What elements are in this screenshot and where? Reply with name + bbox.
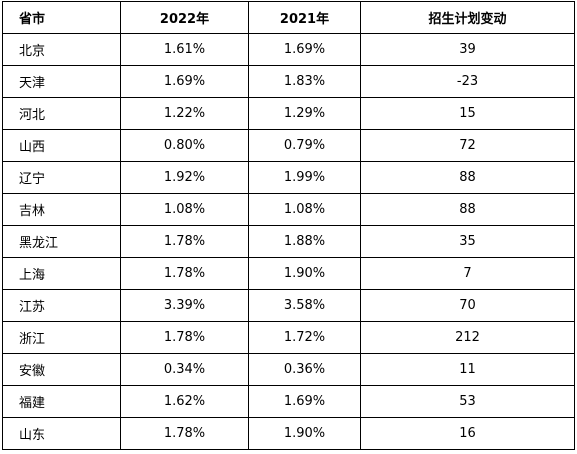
table-row: 山东 1.78% 1.90% 16 xyxy=(2,417,575,450)
table-cell: -23 xyxy=(360,65,575,98)
table-cell: 1.78% xyxy=(120,225,249,258)
table-cell: 35 xyxy=(360,225,575,258)
table-cell: 16 xyxy=(360,417,575,450)
table-cell: 上海 xyxy=(2,257,121,290)
table-cell: 11 xyxy=(360,353,575,386)
header-row: 省市 2022年 2021年 招生计划变动 xyxy=(2,1,575,34)
table-cell: 1.90% xyxy=(248,417,361,450)
table-cell: 1.69% xyxy=(248,33,361,66)
table-cell: 1.78% xyxy=(120,257,249,290)
table-cell: 1.08% xyxy=(120,193,249,226)
header-cell: 2021年 xyxy=(248,1,361,34)
table-cell: 吉林 xyxy=(2,193,121,226)
table-cell: 河北 xyxy=(2,97,121,130)
table-cell: 天津 xyxy=(2,65,121,98)
table-cell: 7 xyxy=(360,257,575,290)
table-row: 安徽 0.34% 0.36% 11 xyxy=(2,353,575,386)
table-cell: 3.39% xyxy=(120,289,249,322)
table-row: 福建 1.62% 1.69% 53 xyxy=(2,385,575,418)
table-cell: 1.88% xyxy=(248,225,361,258)
table-cell: 72 xyxy=(360,129,575,162)
table-cell: 1.69% xyxy=(120,65,249,98)
table-cell: 70 xyxy=(360,289,575,322)
header-cell: 省市 xyxy=(2,1,121,34)
table-cell: 1.29% xyxy=(248,97,361,130)
table-cell: 88 xyxy=(360,161,575,194)
table-cell: 1.83% xyxy=(248,65,361,98)
table-row: 天津 1.69% 1.83% -23 xyxy=(2,65,575,98)
table-cell: 1.90% xyxy=(248,257,361,290)
table-cell: 山西 xyxy=(2,129,121,162)
table-body: 北京 1.61% 1.69% 39 天津 1.69% 1.83% -23 河北 1.22% 1.29… xyxy=(2,33,575,450)
table-cell: 江苏 xyxy=(2,289,121,322)
table-cell: 88 xyxy=(360,193,575,226)
table-row: 河北 1.22% 1.29% 15 xyxy=(2,97,575,130)
table-row: 黑龙江 1.78% 1.88% 35 xyxy=(2,225,575,258)
table-cell: 0.34% xyxy=(120,353,249,386)
table-cell: 1.69% xyxy=(248,385,361,418)
table-cell: 1.92% xyxy=(120,161,249,194)
table-cell: 1.78% xyxy=(120,417,249,450)
table-cell: 福建 xyxy=(2,385,121,418)
table-cell: 1.08% xyxy=(248,193,361,226)
table-cell: 山东 xyxy=(2,417,121,450)
table-row: 辽宁 1.92% 1.99% 88 xyxy=(2,161,575,194)
header-cell: 2022年 xyxy=(120,1,249,34)
table-cell: 39 xyxy=(360,33,575,66)
table-cell: 15 xyxy=(360,97,575,130)
table-cell: 浙江 xyxy=(2,321,121,354)
table-cell: 北京 xyxy=(2,33,121,66)
table-cell: 1.78% xyxy=(120,321,249,354)
table-cell: 1.22% xyxy=(120,97,249,130)
table-cell: 1.62% xyxy=(120,385,249,418)
table-cell: 3.58% xyxy=(248,289,361,322)
table-cell: 1.99% xyxy=(248,161,361,194)
table-cell: 212 xyxy=(360,321,575,354)
table-row: 浙江 1.78% 1.72% 212 xyxy=(2,321,575,354)
table-cell: 1.61% xyxy=(120,33,249,66)
table-row: 山西 0.80% 0.79% 72 xyxy=(2,129,575,162)
table-row: 江苏 3.39% 3.58% 70 xyxy=(2,289,575,322)
table-cell: 53 xyxy=(360,385,575,418)
table-header: 省市 2022年 2021年 招生计划变动 xyxy=(2,1,575,34)
table-cell: 0.36% xyxy=(248,353,361,386)
header-cell: 招生计划变动 xyxy=(360,1,575,34)
table-row: 吉林 1.08% 1.08% 88 xyxy=(2,193,575,226)
table-cell: 1.72% xyxy=(248,321,361,354)
table-cell: 辽宁 xyxy=(2,161,121,194)
table-cell: 0.80% xyxy=(120,129,249,162)
table-cell: 黑龙江 xyxy=(2,225,121,258)
table-cell: 0.79% xyxy=(248,129,361,162)
table-row: 上海 1.78% 1.90% 7 xyxy=(2,257,575,290)
table-row: 北京 1.61% 1.69% 39 xyxy=(2,33,575,66)
table-cell: 安徽 xyxy=(2,353,121,386)
